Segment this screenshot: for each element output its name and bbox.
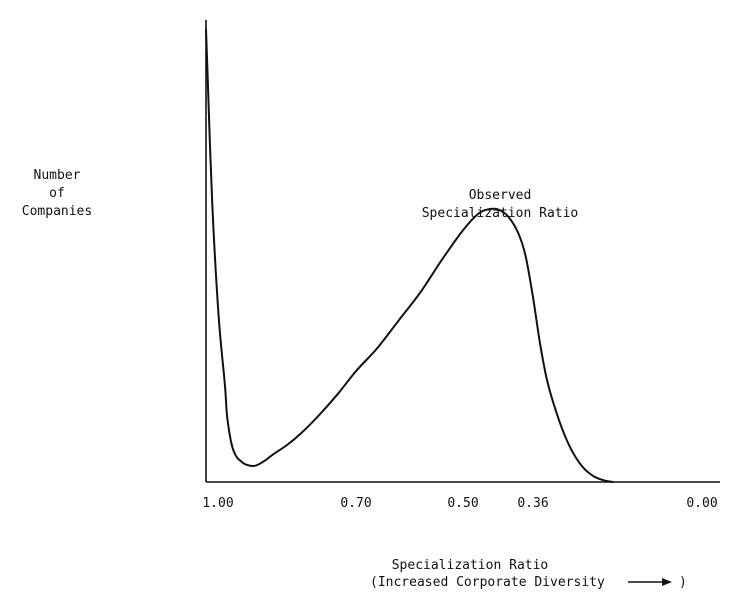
right-arrow-icon: [662, 578, 672, 586]
y-axis-label-line: Companies: [22, 204, 92, 219]
x-tick-label: 0.50: [447, 496, 478, 511]
observed-ratio-curve: [205, 28, 614, 483]
curve-label: Observed Specialization Ratio: [422, 188, 579, 221]
y-axis-label: Number of Companies: [22, 168, 92, 219]
x-tick-label: 1.00: [202, 496, 233, 511]
x-axis-subtitle: (Increased Corporate Diversity: [370, 575, 605, 590]
curve-label-line: Specialization Ratio: [422, 206, 579, 221]
x-axis-title: Specialization Ratio: [392, 558, 549, 573]
y-axis-label-line: Number: [34, 168, 81, 183]
x-axis-subtitle-close: ): [679, 575, 687, 590]
x-tick-labels: 1.00 0.70 0.50 0.36 0.00: [202, 496, 717, 511]
y-axis-label-line: of: [49, 186, 65, 201]
x-tick-label: 0.36: [517, 496, 548, 511]
x-tick-label: 0.00: [686, 496, 717, 511]
curve-label-line: Observed: [469, 188, 532, 203]
x-tick-label: 0.70: [340, 496, 371, 511]
